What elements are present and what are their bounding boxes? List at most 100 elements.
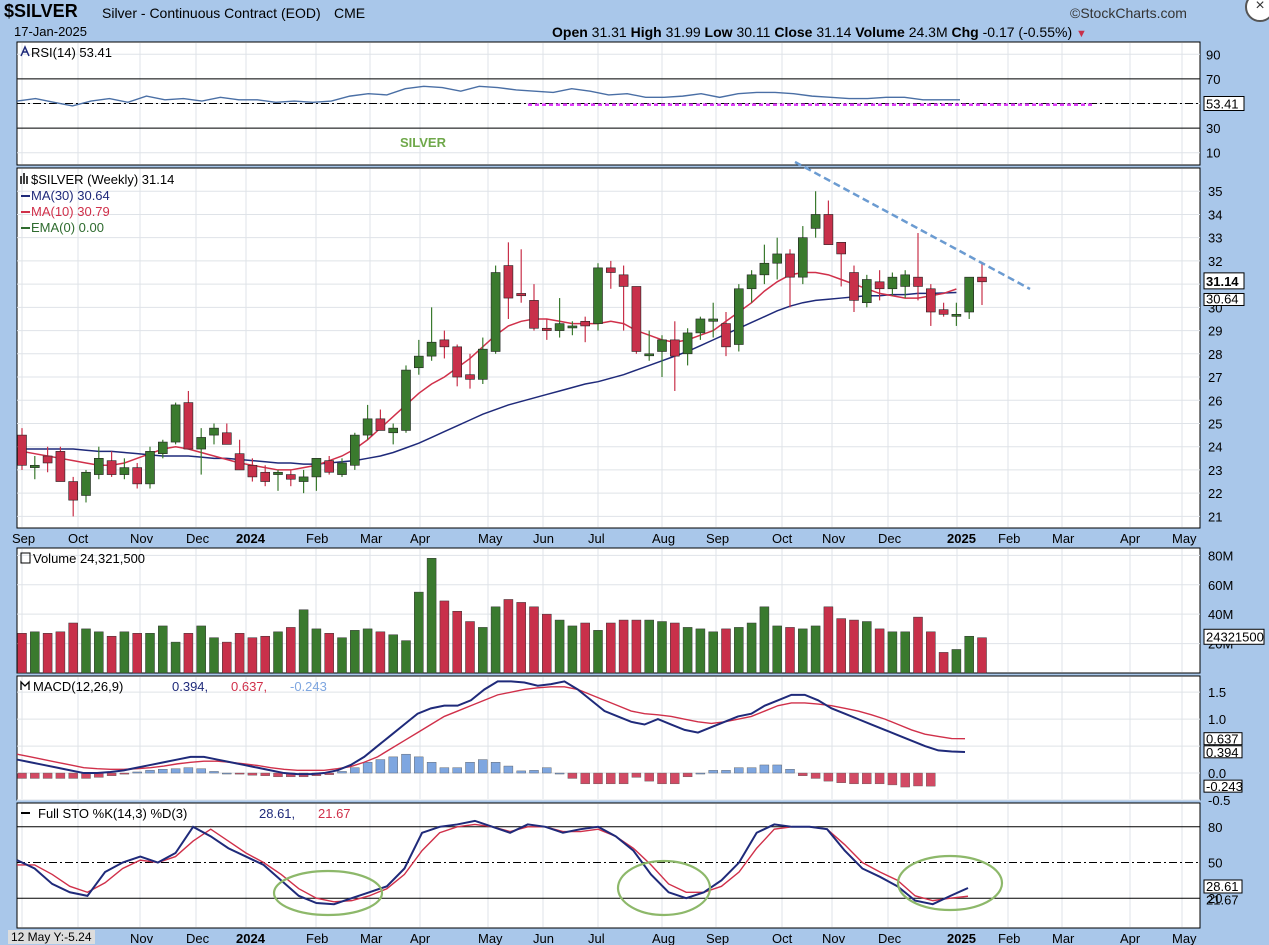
candle-down <box>874 281 885 290</box>
volume-bar <box>516 602 526 674</box>
candle-up <box>29 464 40 468</box>
volume-bar <box>951 649 962 674</box>
volume-bar <box>298 609 309 674</box>
rsi-last-box <box>1203 96 1245 111</box>
volume-bar <box>119 631 130 674</box>
macd-hist-bar <box>222 772 232 775</box>
macd-hist-bar <box>490 762 501 774</box>
macd-hist-bar <box>785 769 795 774</box>
candle-up <box>733 288 744 345</box>
x-tick-label: Jun <box>533 531 554 546</box>
macd-last-label: 0.637 <box>1206 732 1239 747</box>
rsi-last-label: 53.41 <box>1206 97 1239 112</box>
x-tick-label: May <box>478 931 503 945</box>
candle-down <box>849 272 859 301</box>
volume-bar <box>375 631 386 674</box>
legend-entry: MA(30) 30.64 <box>31 188 110 203</box>
volume-bar <box>337 637 347 674</box>
candle-down <box>503 265 514 299</box>
candle-up <box>145 451 155 485</box>
macd-hist-bar <box>145 770 155 774</box>
x-tick-label: Aug <box>652 531 675 546</box>
open-label: Open <box>552 24 588 40</box>
legend-entry: EMA(0) 0.00 <box>31 220 104 235</box>
volume-bar <box>170 641 181 674</box>
macd-hist-bar <box>746 767 757 774</box>
macd-hist-bar <box>682 772 693 778</box>
volume-bar <box>503 599 514 674</box>
x-tick-label: Dec <box>878 931 902 945</box>
trendline <box>794 160 1031 291</box>
x-tick-label: Dec <box>186 531 210 546</box>
volume-bar <box>81 628 91 674</box>
price-tick-label: 23 <box>1208 463 1222 478</box>
x-tick-label: Oct <box>772 931 793 945</box>
volume-bar <box>196 625 206 674</box>
volume-bar <box>145 633 155 674</box>
candle-up <box>362 418 373 436</box>
macd-last-box <box>1203 745 1243 759</box>
volume-bar <box>567 625 578 674</box>
x-tick-label: Mar <box>1052 531 1075 546</box>
close-icon[interactable]: × <box>1245 0 1269 22</box>
high-value: 31.99 <box>665 24 701 40</box>
price-tick-label: 35 <box>1208 184 1222 199</box>
x-tick-label: Mar <box>360 931 383 945</box>
macd-hist-bar <box>375 759 386 774</box>
volume-bar <box>132 633 142 674</box>
volume-bar <box>644 619 654 674</box>
candle-down <box>605 267 616 273</box>
candle-down <box>132 467 142 485</box>
candle-up <box>209 427 219 436</box>
macd-hist-bar <box>337 771 347 774</box>
macd-legend-hist: -0.243 <box>290 679 327 694</box>
price-tick-label: 21 <box>1208 509 1222 524</box>
x-tick-label: Dec <box>878 531 902 546</box>
candle-down <box>823 214 834 245</box>
candle-up <box>94 458 104 475</box>
price-tick-label: 32 <box>1208 254 1222 269</box>
volume-bar <box>17 633 27 674</box>
x-tick-label: 2024 <box>236 931 266 945</box>
volume-bar <box>350 630 360 674</box>
macd-hist-bar <box>452 767 462 774</box>
price-tick-label: 24 <box>1208 440 1222 455</box>
volume-bar <box>247 637 258 674</box>
candle-down <box>324 460 335 473</box>
price-tick-label: 27 <box>1208 370 1222 385</box>
price-tick-label: 22 <box>1208 486 1222 501</box>
candle-up <box>644 353 655 357</box>
ohlc-readout: Open 31.31 High 31.99 Low 30.11 Close 31… <box>552 24 1087 40</box>
macd-hist-bar <box>465 762 475 774</box>
macd-hist-bar <box>862 772 872 785</box>
x-tick-label: Aug <box>652 931 675 945</box>
volume-bar <box>874 628 885 674</box>
volume-bar <box>798 628 808 674</box>
x-tick-label: Feb <box>998 531 1020 546</box>
macd-hist-bar <box>900 772 910 788</box>
candle-up <box>349 434 360 466</box>
volume-bar <box>785 627 795 674</box>
macd-hist-bar <box>478 759 488 774</box>
x-tick-label: Nov <box>130 531 154 546</box>
macd-tick-label: 1.5 <box>1208 685 1226 700</box>
x-tick-label: Mar <box>1052 931 1075 945</box>
instrument-name: Silver - Continuous Contract (EOD) <box>102 5 321 21</box>
exchange-label: CME <box>334 5 366 21</box>
price-tick-label: 28 <box>1208 347 1222 362</box>
macd-hist-bar <box>529 770 539 774</box>
macd-legend-value: 0.394, <box>172 679 208 694</box>
macd-hist-bar <box>913 772 923 787</box>
volume-bar <box>708 631 718 674</box>
price-last-label: 31.14 <box>1206 274 1239 289</box>
ma-last-label: 30.64 <box>1206 291 1239 306</box>
x-tick-label: Mar <box>360 531 383 546</box>
candle-up <box>477 348 488 380</box>
candle-down <box>375 418 386 431</box>
macd-hist-bar <box>542 767 552 774</box>
macd-hist-bar <box>196 768 206 774</box>
volume-bar <box>862 621 872 674</box>
macd-hist-bar <box>657 772 667 785</box>
x-tick-label: Dec <box>186 931 210 945</box>
candle-down <box>938 309 949 315</box>
